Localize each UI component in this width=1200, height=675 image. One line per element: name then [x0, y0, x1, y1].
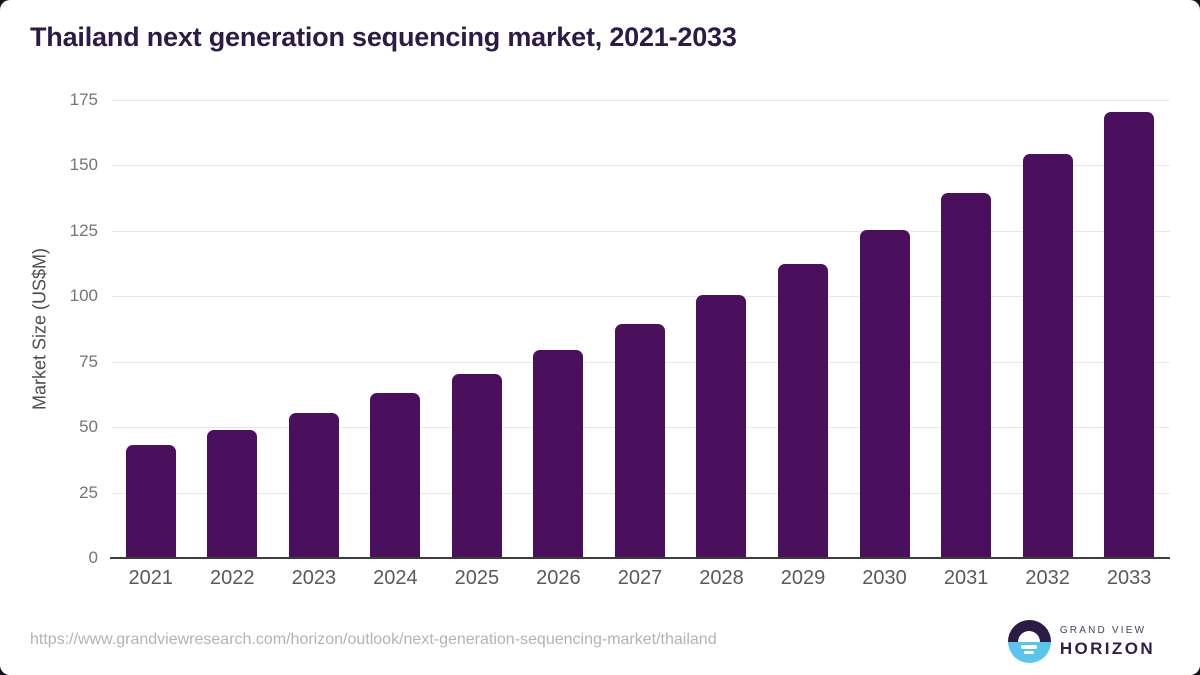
logo-reflection-line-1 [1021, 645, 1038, 649]
bar-2030 [859, 229, 910, 558]
y-tick-label: 100 [69, 286, 98, 306]
bar-2028 [696, 294, 747, 558]
bar-slot [192, 100, 274, 558]
logo-sun-icon [1018, 630, 1041, 642]
plot-area [110, 100, 1170, 559]
y-tick-label: 150 [69, 155, 98, 175]
x-tick-label: 2031 [943, 567, 989, 589]
brand-logo: GRAND VIEW HORIZON [1007, 620, 1155, 663]
bar-2033 [1104, 111, 1155, 558]
gridline [112, 230, 1170, 232]
x-tick-label: 2023 [291, 567, 337, 589]
brand-name-horizon: HORIZON [1059, 639, 1155, 658]
bar-2026 [533, 349, 584, 558]
bar-2025 [451, 373, 502, 558]
y-axis-tick-labels: 0 25 50 75 100 125 150 175 [0, 90, 98, 567]
x-tick-label: 2025 [454, 567, 500, 589]
bar-slot [1088, 100, 1170, 558]
bar-2024 [370, 393, 421, 558]
brand-name-grand-view: GRAND VIEW [1059, 625, 1147, 636]
bars-layer [110, 100, 1170, 558]
bar-slot [762, 100, 844, 558]
bar-slot [355, 100, 437, 558]
bar-2022 [207, 429, 258, 558]
gridline [112, 165, 1170, 167]
brand-wordmark: GRAND VIEW HORIZON [1059, 625, 1155, 658]
bar-2021 [125, 445, 176, 558]
bar-slot [599, 100, 681, 558]
bar-2031 [941, 192, 992, 558]
bar-slot [273, 100, 355, 558]
source-url: https://www.grandviewresearch.com/horizo… [30, 631, 717, 648]
bar-slot [681, 100, 763, 558]
logo-reflection-line-2 [1024, 651, 1035, 654]
bar-slot [925, 100, 1007, 558]
bar-slot [518, 100, 600, 558]
x-tick-label: 2022 [210, 567, 255, 589]
chart-title: Thailand next generation sequencing mark… [30, 22, 737, 52]
x-tick-label: 2028 [699, 567, 744, 589]
bar-slot [110, 100, 192, 558]
y-tick-label: 75 [79, 351, 98, 371]
x-tick-label: 2033 [1106, 567, 1152, 589]
y-tick-label: 125 [69, 220, 98, 240]
x-tick-label: 2032 [1025, 567, 1070, 589]
x-tick-label: 2027 [617, 567, 663, 589]
grand-view-horizon-logo-icon [1007, 620, 1051, 663]
y-tick-label: 25 [79, 482, 98, 502]
bar-2023 [288, 412, 339, 558]
bar-slot [436, 100, 518, 558]
gridline [112, 100, 1170, 101]
x-axis-line [110, 557, 1170, 559]
x-tick-label: 2030 [862, 567, 907, 589]
gridline [112, 296, 1170, 298]
x-tick-label: 2024 [373, 567, 418, 589]
bar-slot [844, 100, 926, 558]
x-tick-label: 2026 [536, 567, 581, 589]
bar-2029 [778, 263, 829, 558]
bar-2032 [1022, 153, 1073, 558]
bar-slot [1007, 100, 1089, 558]
y-tick-label: 175 [69, 90, 98, 109]
bar-2027 [614, 323, 665, 558]
y-tick-label: 50 [79, 417, 98, 437]
y-tick-label: 0 [88, 548, 98, 567]
x-axis-tick-labels: 2021 2022 2023 2024 2025 2026 2027 2028 2029 2030… [110, 567, 1170, 590]
x-tick-label: 2029 [780, 567, 826, 589]
x-tick-label: 2021 [128, 567, 174, 589]
